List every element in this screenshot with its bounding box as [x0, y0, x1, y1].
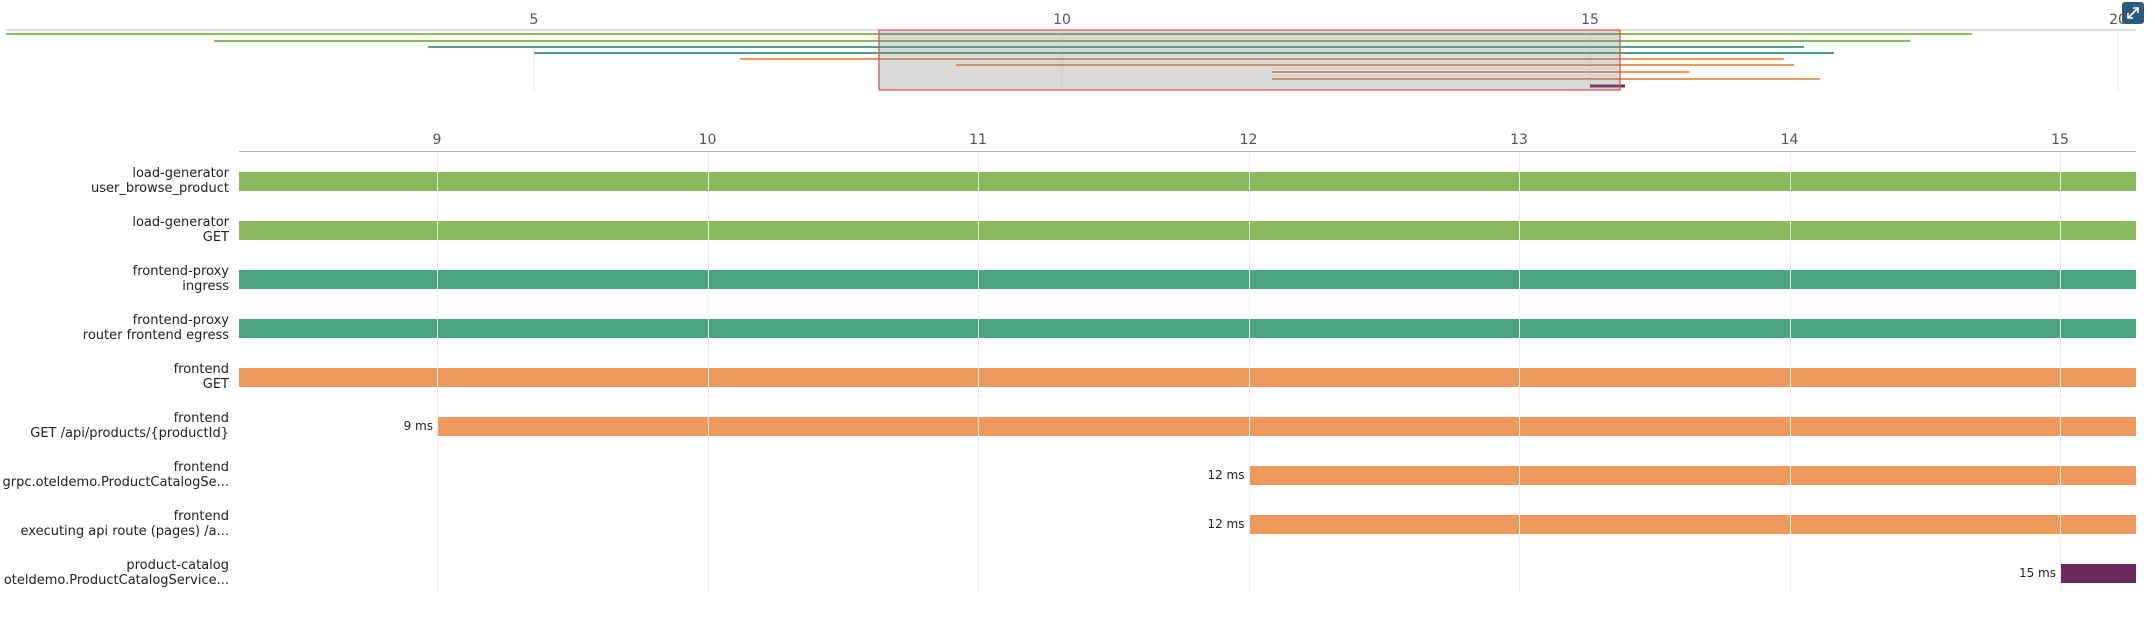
span-row[interactable]: frontend grpc.oteldemo.ProductCatalogSe..… — [0, 452, 2155, 501]
span-operation-name: user_browse_product — [90, 181, 229, 196]
time-axis-tick-label: 11 — [969, 132, 987, 148]
time-axis-tick-label: 13 — [1510, 132, 1528, 148]
time-axis-tick-label: 15 — [2051, 132, 2069, 148]
span-service-name: frontend-proxy — [132, 264, 229, 279]
minimap-canvas[interactable]: 5 10 15 20 — [0, 0, 2155, 100]
span-row[interactable]: frontend executing api route (pages) /a..… — [0, 501, 2155, 550]
gridline — [978, 152, 979, 592]
time-axis-tick-label: 10 — [698, 132, 717, 148]
span-label[interactable]: product-catalog oteldemo.ProductCatalogSe… — [0, 558, 229, 588]
span-label[interactable]: frontend executing api route (pages) /a..… — [0, 509, 229, 539]
span-service-name: frontend — [173, 411, 229, 426]
trace-minimap[interactable]: 5 10 15 20 — [0, 0, 2155, 100]
span-label[interactable]: frontend GET — [0, 362, 229, 392]
span-list: load-generator user_browse_product load-ge… — [0, 158, 2155, 599]
span-start-time: 15 ms — [2018, 566, 2056, 580]
span-label[interactable]: load-generator user_browse_product — [0, 166, 229, 196]
span-service-name: frontend — [173, 460, 229, 475]
span-start-time: 9 ms — [403, 419, 433, 433]
span-service-name: product-catalog — [126, 558, 229, 573]
span-label[interactable]: frontend-proxy ingress — [0, 264, 229, 294]
span-start-time: 12 ms — [1207, 468, 1245, 482]
span-bar[interactable] — [2060, 564, 2136, 583]
span-service-name: frontend — [173, 509, 229, 524]
minimap-tick-label: 15 — [1581, 12, 1599, 28]
minimap-selection-window — [878, 29, 1621, 91]
span-operation-name: GET /api/products/{productId} — [30, 426, 229, 441]
span-row[interactable]: frontend GET /api/products/{productId} 9 m… — [0, 403, 2155, 452]
span-row[interactable]: product-catalog oteldemo.ProductCatalogSe… — [0, 550, 2155, 599]
span-row[interactable]: frontend GET — [0, 354, 2155, 403]
gridline — [2060, 152, 2061, 592]
expand-icon — [2127, 7, 2139, 19]
gridline — [437, 152, 438, 592]
span-bar[interactable] — [239, 368, 2136, 387]
span-service-name: load-generator — [132, 166, 229, 181]
span-bar[interactable] — [239, 172, 2136, 191]
span-label[interactable]: frontend-proxy router frontend egress — [0, 313, 229, 343]
span-bar[interactable] — [239, 319, 2136, 338]
time-axis-tick-label: 9 — [432, 132, 442, 148]
time-axis: 9 10 11 12 13 14 15 — [239, 128, 2136, 152]
gridline — [1248, 152, 1250, 592]
span-row[interactable]: load-generator user_browse_product — [0, 158, 2155, 207]
span-bar[interactable] — [1248, 466, 2136, 485]
span-row[interactable]: frontend-proxy ingress — [0, 256, 2155, 305]
span-start-time: 12 ms — [1207, 517, 1245, 531]
gridline — [1789, 152, 1791, 592]
time-axis-tick-label: 12 — [1239, 132, 1258, 148]
span-operation-name: GET — [202, 377, 229, 392]
span-row[interactable]: load-generator GET — [0, 207, 2155, 256]
gridline — [707, 152, 709, 592]
time-axis-line — [239, 151, 2136, 152]
minimap-tick-label: 5 — [530, 12, 539, 28]
span-service-name: frontend-proxy — [132, 313, 229, 328]
span-service-name: frontend — [173, 362, 229, 377]
span-bar[interactable] — [1248, 515, 2136, 534]
span-label[interactable]: load-generator GET — [0, 215, 229, 245]
minimap-tick-label: 10 — [1053, 12, 1071, 28]
span-operation-name: ingress — [182, 279, 229, 294]
expand-button[interactable] — [2122, 2, 2144, 24]
span-label[interactable]: frontend GET /api/products/{productId} — [0, 411, 229, 441]
gridline — [1519, 152, 1520, 592]
span-operation-name: executing api route (pages) /a... — [20, 524, 229, 539]
span-operation-name: router frontend egress — [82, 328, 229, 343]
time-axis-tick-label: 14 — [1780, 132, 1799, 148]
span-operation-name: oteldemo.ProductCatalogService... — [3, 573, 229, 588]
span-row[interactable]: frontend-proxy router frontend egress — [0, 305, 2155, 354]
span-operation-name: grpc.oteldemo.ProductCatalogSe... — [2, 475, 230, 490]
span-bar[interactable] — [437, 417, 2136, 436]
span-bar[interactable] — [239, 221, 2136, 240]
span-service-name: load-generator — [132, 215, 229, 230]
span-bar[interactable] — [239, 270, 2136, 289]
span-label[interactable]: frontend grpc.oteldemo.ProductCatalogSe..… — [0, 460, 230, 490]
span-operation-name: GET — [202, 230, 229, 245]
